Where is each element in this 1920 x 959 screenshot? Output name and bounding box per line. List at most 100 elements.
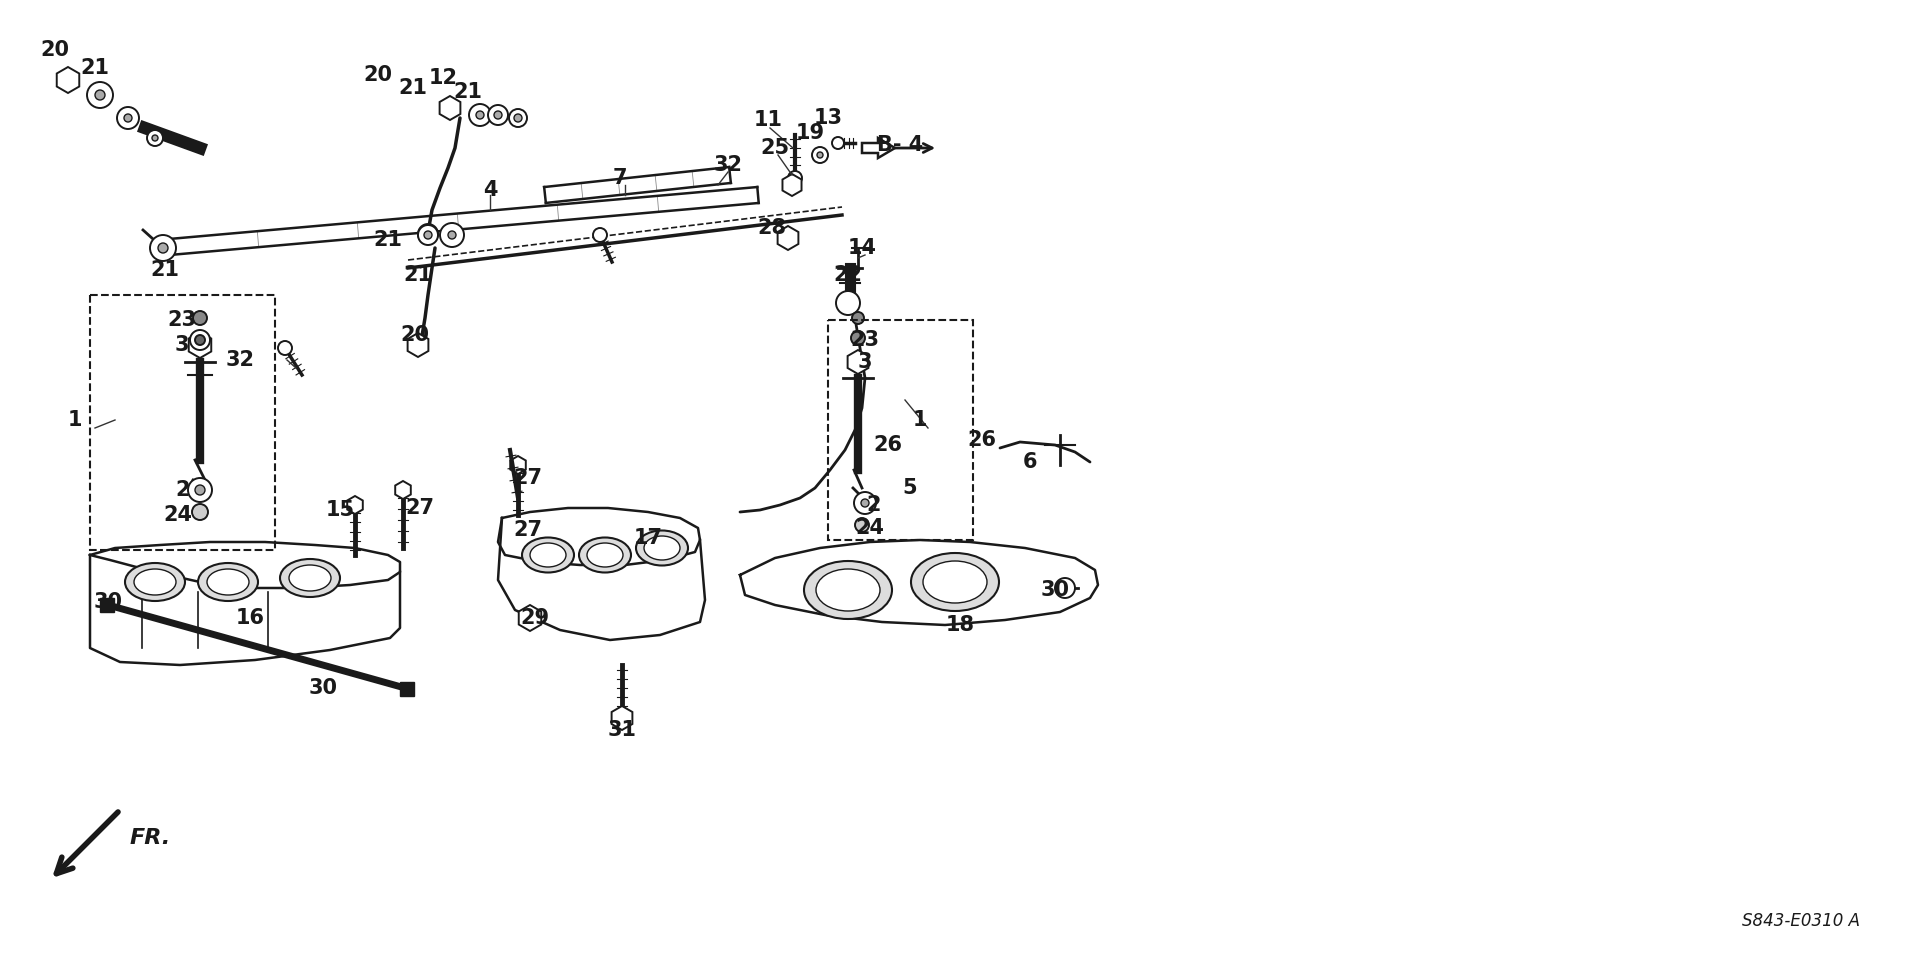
Circle shape: [509, 109, 526, 127]
Text: 30: 30: [1041, 580, 1069, 600]
Ellipse shape: [530, 543, 566, 567]
Circle shape: [192, 504, 207, 520]
Text: 16: 16: [236, 608, 265, 628]
Polygon shape: [396, 481, 411, 499]
Ellipse shape: [280, 559, 340, 597]
Polygon shape: [612, 706, 632, 730]
Polygon shape: [783, 174, 801, 196]
Ellipse shape: [643, 536, 680, 560]
Polygon shape: [58, 67, 79, 93]
Text: 32: 32: [714, 155, 743, 175]
Circle shape: [515, 114, 522, 122]
Circle shape: [851, 331, 866, 345]
Circle shape: [440, 223, 465, 247]
Text: 2: 2: [866, 495, 881, 515]
Text: 2: 2: [177, 480, 190, 500]
Circle shape: [148, 130, 163, 146]
Ellipse shape: [588, 543, 622, 567]
Polygon shape: [778, 226, 799, 250]
Text: S843-E0310 A: S843-E0310 A: [1741, 912, 1860, 930]
Text: 18: 18: [945, 615, 975, 635]
Text: B- 4: B- 4: [877, 135, 924, 155]
Circle shape: [196, 485, 205, 495]
Text: 5: 5: [902, 478, 918, 498]
Circle shape: [812, 147, 828, 163]
Text: 22: 22: [833, 265, 862, 285]
Circle shape: [152, 135, 157, 141]
Text: 24: 24: [856, 518, 885, 538]
Text: 21: 21: [374, 230, 403, 250]
Circle shape: [476, 111, 484, 119]
Polygon shape: [348, 496, 363, 514]
Text: 12: 12: [428, 68, 457, 88]
Text: 13: 13: [814, 108, 843, 128]
Circle shape: [787, 171, 803, 185]
Circle shape: [614, 712, 630, 728]
Ellipse shape: [910, 553, 998, 611]
Circle shape: [278, 341, 292, 355]
Text: 29: 29: [520, 608, 549, 628]
Ellipse shape: [522, 537, 574, 573]
Text: 26: 26: [874, 435, 902, 455]
Circle shape: [468, 104, 492, 126]
Circle shape: [424, 231, 432, 239]
Text: 3: 3: [175, 335, 190, 355]
Circle shape: [94, 90, 106, 100]
Ellipse shape: [636, 530, 687, 566]
Text: 6: 6: [1023, 452, 1037, 472]
Text: 20: 20: [401, 325, 430, 345]
Polygon shape: [440, 96, 461, 120]
Text: 20: 20: [363, 65, 392, 85]
Circle shape: [194, 311, 207, 325]
Circle shape: [831, 137, 845, 149]
Text: 3: 3: [858, 352, 872, 372]
Polygon shape: [407, 333, 428, 357]
Text: 27: 27: [513, 468, 543, 488]
Circle shape: [852, 312, 864, 324]
Ellipse shape: [207, 569, 250, 595]
Text: 17: 17: [634, 528, 662, 548]
Circle shape: [125, 114, 132, 122]
Circle shape: [419, 225, 438, 245]
Text: 1: 1: [912, 410, 927, 430]
Circle shape: [188, 478, 211, 502]
Circle shape: [818, 152, 824, 158]
Text: 21: 21: [399, 78, 428, 98]
Text: 27: 27: [513, 520, 543, 540]
Ellipse shape: [290, 565, 330, 591]
Ellipse shape: [580, 537, 632, 573]
Ellipse shape: [134, 569, 177, 595]
Text: 11: 11: [753, 110, 783, 130]
Text: 15: 15: [324, 500, 355, 520]
Ellipse shape: [816, 569, 879, 611]
Text: 19: 19: [795, 123, 824, 143]
Circle shape: [835, 291, 860, 315]
Text: 30: 30: [309, 678, 338, 698]
Circle shape: [86, 82, 113, 108]
Circle shape: [1054, 578, 1075, 598]
Text: 32: 32: [225, 350, 255, 370]
Circle shape: [190, 330, 209, 350]
Circle shape: [447, 231, 457, 239]
Polygon shape: [847, 350, 868, 374]
Text: 21: 21: [81, 58, 109, 78]
Circle shape: [854, 492, 876, 514]
Text: 1: 1: [67, 410, 83, 430]
Text: 28: 28: [758, 218, 787, 238]
Text: FR.: FR.: [131, 828, 171, 848]
Circle shape: [860, 499, 870, 507]
Polygon shape: [511, 456, 526, 474]
Circle shape: [150, 235, 177, 261]
Text: 20: 20: [40, 40, 69, 60]
Circle shape: [593, 228, 607, 242]
Bar: [399, 682, 415, 696]
Polygon shape: [518, 605, 541, 631]
Circle shape: [854, 518, 870, 532]
Text: 21: 21: [453, 82, 482, 102]
Text: 25: 25: [760, 138, 789, 158]
Circle shape: [419, 224, 438, 244]
Ellipse shape: [125, 563, 184, 601]
Text: 24: 24: [163, 505, 192, 525]
Text: 26: 26: [968, 430, 996, 450]
Polygon shape: [188, 332, 211, 358]
